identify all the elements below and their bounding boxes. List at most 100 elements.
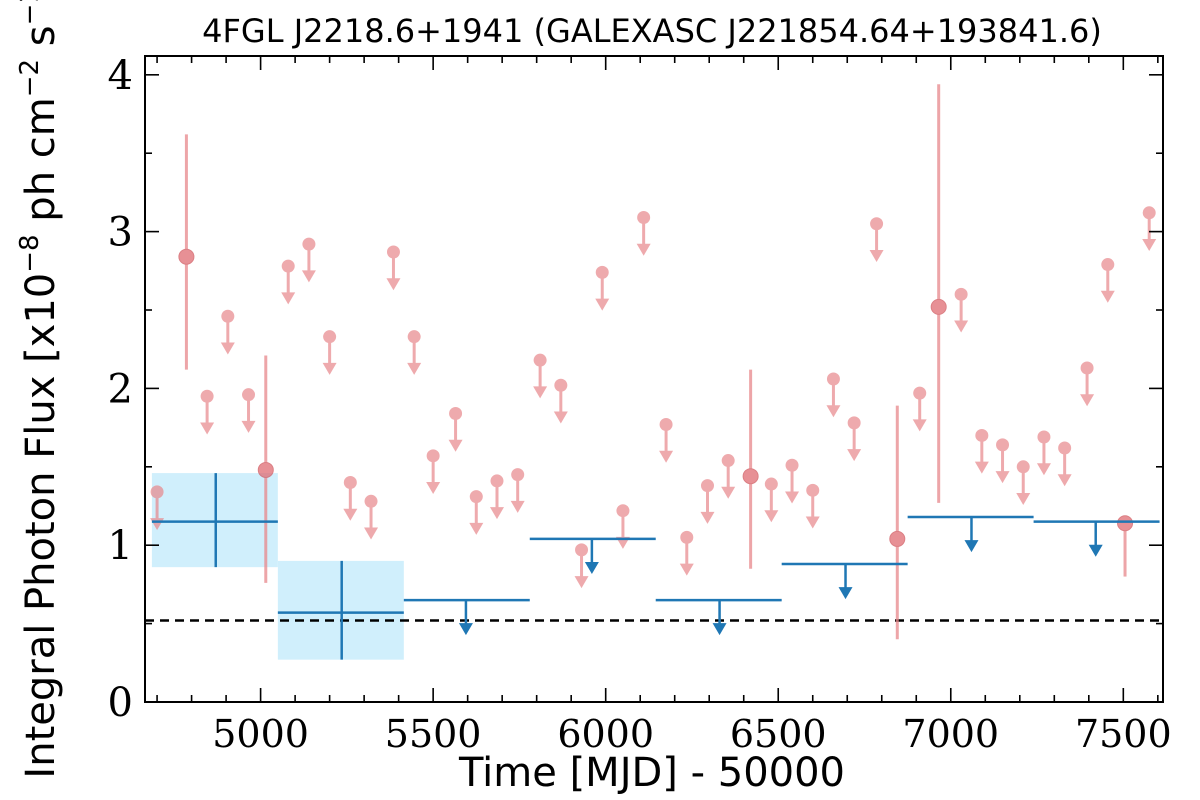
fine-upper-limit-arrowhead (595, 298, 610, 311)
fine-upper-limit-arrowhead (510, 500, 525, 513)
fine-upper-limit-arrowhead (533, 386, 548, 399)
fine-detection-0 (178, 134, 195, 370)
fine-upper-limit-arrowhead (553, 411, 568, 424)
y-axis-label: Integral Photon Flux [x10−8 ph cm−2 s−1] (15, 0, 64, 779)
fine-upper-limit-marker (721, 454, 735, 468)
fine-upper-limit-arrowhead (974, 461, 989, 474)
fine-upper-limit-marker (1080, 361, 1094, 375)
fine-upper-limit-marker (469, 490, 483, 504)
coarse-upper-limit-2 (655, 598, 782, 636)
fine-upper-limit-marker (407, 330, 421, 344)
x-tick-label: 6000 (557, 712, 654, 756)
fine-upper-limit-36 (1016, 460, 1031, 506)
fine-upper-limit-marker (490, 474, 504, 488)
y-axis-label-mid: ph cm (18, 97, 64, 234)
fine-detection-3 (889, 405, 906, 640)
fine-upper-limit-27 (785, 458, 800, 504)
fine-upper-limit-marker (870, 217, 884, 231)
x-tick-label: 7500 (1075, 712, 1172, 756)
fine-detection-marker (257, 461, 274, 478)
fine-upper-limit-5 (301, 237, 316, 283)
fine-upper-limit-marker (975, 428, 989, 442)
fine-upper-limit-arrowhead (220, 342, 235, 355)
fine-upper-limit-arrowhead (343, 508, 358, 521)
fine-upper-limit-40 (1100, 258, 1115, 303)
x-tick-label: 5500 (385, 712, 482, 756)
fine-detection-marker (1117, 515, 1134, 532)
plot-frame (144, 55, 1164, 703)
coarse-upper-limit-3 (781, 562, 908, 600)
fine-upper-limit-marker (554, 378, 568, 392)
fine-upper-limit-arrowhead (281, 292, 296, 305)
coarse-upper-limit-arrowhead (1088, 544, 1103, 557)
coarse-detection-0 (151, 473, 278, 568)
fine-upper-limit-arrowhead (995, 471, 1010, 484)
fine-upper-limit-marker (1142, 206, 1156, 220)
x-tick-label: 5000 (212, 712, 309, 756)
y-axis-label-base: Integral Photon Flux [x10 (18, 273, 64, 779)
fine-upper-limit-19 (595, 265, 610, 311)
fine-detection-marker (889, 530, 906, 547)
fine-upper-limit-marker (847, 416, 861, 430)
fine-upper-limit-marker (826, 372, 840, 386)
coarse-upper-limit-arrowhead (458, 623, 473, 636)
fine-upper-limit-marker (200, 389, 214, 403)
fine-upper-limit-arrowhead (200, 422, 215, 435)
fine-upper-limit-17 (553, 378, 568, 424)
fine-upper-limit-marker (242, 388, 256, 402)
fine-detection-marker (742, 468, 759, 485)
fine-upper-limit-13 (469, 490, 484, 535)
fine-upper-limit-arrowhead (636, 243, 651, 256)
fine-upper-limit-11 (426, 449, 441, 495)
fine-upper-limit-arrowhead (679, 563, 694, 576)
fine-upper-limit-marker (1058, 441, 1072, 455)
fine-upper-limit-34 (974, 428, 989, 474)
fine-upper-limit-arrowhead (1036, 463, 1051, 476)
fine-upper-limit-marker (806, 483, 820, 497)
fine-upper-limit-16 (533, 353, 548, 399)
coarse-upper-limit-1 (529, 537, 656, 575)
fine-upper-limit-arrowhead (426, 482, 441, 495)
fine-upper-limit-arrowhead (785, 491, 800, 504)
fine-upper-limit-arrowhead (241, 420, 256, 433)
fine-upper-limit-arrowhead (869, 249, 884, 262)
fine-upper-limit-arrowhead (1057, 474, 1072, 487)
coarse-upper-limit-arrowhead (838, 587, 853, 600)
fine-upper-limit-20 (615, 504, 630, 549)
x-axis-label: Time [MJD] - 50000 (458, 750, 845, 796)
fine-upper-limit-marker (700, 479, 714, 493)
fine-upper-limit-marker (659, 417, 673, 431)
fine-upper-limit-31 (869, 217, 884, 262)
fine-upper-limit-arrowhead (574, 576, 589, 589)
fine-upper-limit-22 (659, 417, 674, 463)
fine-upper-limit-marker (511, 468, 525, 482)
chart-title: 4FGL J2218.6+1941 (GALEXASC J221854.64+1… (202, 12, 1102, 50)
fine-upper-limit-38 (1057, 441, 1072, 487)
fine-upper-limit-10 (407, 330, 422, 375)
fine-upper-limit-26 (764, 477, 779, 523)
x-tick-label: 7000 (902, 712, 999, 756)
fine-upper-limit-9 (386, 245, 401, 291)
fine-upper-limit-arrowhead (954, 320, 969, 333)
axis-ticks: 5000 5500 6000 6500 7000 7500 0 1 2 3 4 (108, 53, 1172, 756)
fine-upper-limit-marker (1016, 460, 1030, 474)
coarse-upper-limit-0 (403, 598, 530, 636)
fine-upper-limit-marker (281, 259, 295, 273)
y-tick-label: 4 (108, 53, 133, 99)
fine-upper-limit-marker (913, 386, 927, 400)
fine-upper-limit-marker (954, 287, 968, 301)
fine-upper-limit-14 (489, 474, 504, 520)
y-axis-label-exp3: −1 (15, 0, 45, 25)
fine-upper-limit-2 (220, 309, 235, 355)
y-tick-label: 1 (108, 523, 133, 569)
fine-upper-limit-3 (241, 388, 256, 433)
fine-upper-limit-arrowhead (489, 507, 504, 520)
fine-upper-limit-37 (1036, 430, 1051, 476)
fine-upper-limit-21 (636, 211, 651, 256)
fine-upper-limit-marker (575, 543, 589, 557)
fine-upper-limit-marker (1101, 258, 1115, 272)
fine-upper-limit-41 (1142, 206, 1157, 252)
fine-upper-limit-marker (637, 211, 651, 224)
fine-upper-limit-marker (680, 530, 694, 544)
fine-upper-limit-arrowhead (469, 522, 484, 535)
